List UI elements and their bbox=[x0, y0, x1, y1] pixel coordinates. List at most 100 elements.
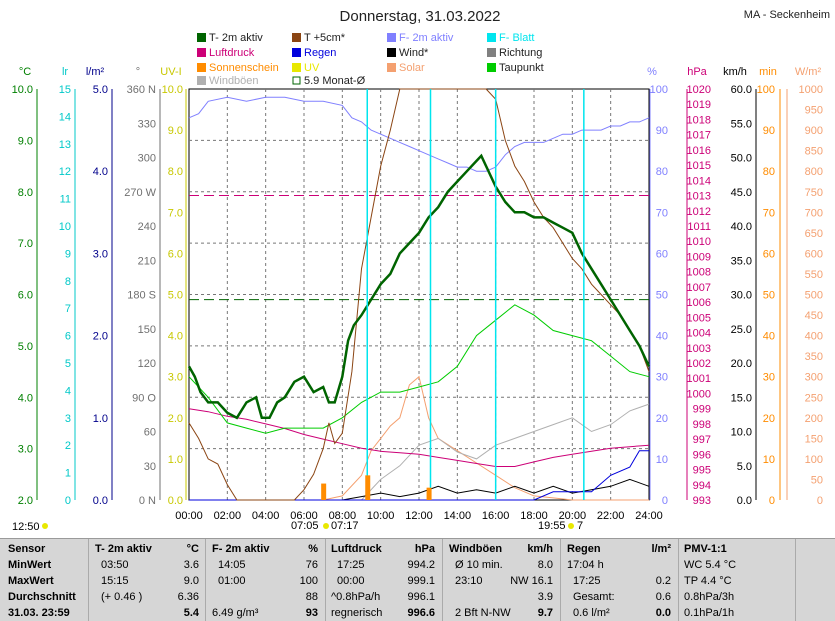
time-tick: 16:00 bbox=[482, 510, 510, 522]
pmv-title: PMV-1:1 bbox=[684, 543, 727, 555]
sensor-row-label: MaxWert bbox=[8, 575, 54, 587]
axis-tick-humidity: 90 bbox=[656, 125, 668, 137]
legend-swatch bbox=[197, 76, 206, 85]
axis-tick-wind: 45.0 bbox=[731, 187, 752, 199]
temp-column: T- 2m aktiv °C 03:50 3.6 15:15 9.0 (+ 0.46 … bbox=[95, 541, 199, 621]
axis-tick-wind: 30.0 bbox=[731, 290, 752, 302]
axis-tick-direction: 30 bbox=[144, 461, 156, 473]
rain-max-value: 0.2 bbox=[655, 575, 671, 587]
axis-tick-rain: 2.0 bbox=[93, 331, 108, 343]
axis-tick-pressure: 993 bbox=[693, 495, 711, 507]
axis-tick-pressure: 1020 bbox=[687, 84, 711, 96]
sunrise-label-2: 07:17 bbox=[331, 520, 359, 532]
axis-tick-pressure: 1015 bbox=[687, 160, 711, 172]
axis-unit-rain: l/m² bbox=[86, 66, 105, 78]
rain-duration: 17:04 h bbox=[567, 559, 604, 571]
axis-tick-solar: 0 bbox=[817, 495, 823, 507]
axis-tick-uv: 9.0 bbox=[168, 125, 183, 137]
axis-tick-uv: 0.0 bbox=[168, 495, 183, 507]
axis-tick-rain: 4.0 bbox=[93, 166, 108, 178]
axis-tick-wind: 20.0 bbox=[731, 358, 752, 370]
series-line bbox=[188, 88, 650, 501]
axis-tick-pressure: 1014 bbox=[687, 175, 711, 187]
axis-tick-humidity: 60 bbox=[656, 248, 668, 260]
time-tick: 12:00 bbox=[405, 510, 433, 522]
axis-tick-direction: 120 bbox=[138, 358, 156, 370]
date-title: Donnerstag, 31.03.2022 bbox=[340, 8, 501, 25]
axis-tick-pressure: 1016 bbox=[687, 145, 711, 157]
axis-tick-wind: 10.0 bbox=[731, 427, 752, 439]
legend-swatch bbox=[387, 63, 396, 72]
axis-tick-pressure: 1018 bbox=[687, 114, 711, 126]
time-tick: 20:00 bbox=[559, 510, 587, 522]
rain-title: Regen bbox=[567, 543, 601, 555]
temp-avg-value: 6.36 bbox=[177, 591, 199, 603]
axis-tick-solar: 450 bbox=[805, 310, 823, 322]
gusts-column: Windböen km/h Ø 10 min. 8.0 23:10 NW 16.1 3… bbox=[449, 541, 553, 621]
sunrise-icon bbox=[323, 523, 329, 529]
legend-label: Solar bbox=[399, 62, 425, 74]
gusts-unit: km/h bbox=[527, 543, 553, 555]
legend-label: Luftdruck bbox=[209, 47, 255, 59]
axis-tick-solar: 200 bbox=[805, 413, 823, 425]
pressure-avg-value: 996.1 bbox=[407, 591, 435, 603]
axis-tick-rain: 3.0 bbox=[93, 248, 108, 260]
axis-unit-lux: lr bbox=[62, 66, 68, 78]
axes: °C10.09.08.07.06.05.04.03.02.0lr15141312… bbox=[12, 66, 823, 507]
axis-tick-pressure: 1012 bbox=[687, 206, 711, 218]
axis-tick-pressure: 995 bbox=[693, 465, 711, 477]
axis-tick-humidity: 40 bbox=[656, 331, 668, 343]
axis-tick-solar: 950 bbox=[805, 105, 823, 117]
axis-tick-direction: 150 bbox=[138, 324, 156, 336]
axis-tick-pressure: 998 bbox=[693, 419, 711, 431]
humidity-max-time: 01:00 bbox=[218, 575, 246, 587]
gusts-current-value: 9.7 bbox=[537, 607, 553, 619]
sunshine-bar bbox=[321, 483, 327, 500]
legend-label: UV bbox=[304, 62, 320, 74]
axis-tick-uv: 1.0 bbox=[168, 454, 183, 466]
axis-tick-rain: 0.0 bbox=[93, 495, 108, 507]
pressure-forecast: regnerisch bbox=[331, 607, 383, 619]
temp-avg-note: (+ 0.46 ) bbox=[101, 591, 143, 603]
axis-tick-uv: 6.0 bbox=[168, 248, 183, 260]
axis-tick-uv: 8.0 bbox=[168, 166, 183, 178]
pmv-row: TP 4.4 °C bbox=[684, 575, 732, 587]
axis-tick-humidity: 30 bbox=[656, 372, 668, 384]
axis-tick-pressure: 996 bbox=[693, 449, 711, 461]
current-time-label: 12:50 bbox=[12, 521, 40, 533]
axis-tick-direction: 210 bbox=[138, 255, 156, 267]
axis-tick-solar: 300 bbox=[805, 372, 823, 384]
humidity-title: F- 2m aktiv bbox=[212, 543, 270, 555]
axis-tick-rain: 5.0 bbox=[93, 84, 108, 96]
axis-tick-direction: 90 O bbox=[132, 392, 156, 404]
axis-tick-pressure: 1017 bbox=[687, 130, 711, 142]
axis-tick-wind: 15.0 bbox=[731, 392, 752, 404]
axis-tick-wind: 55.0 bbox=[731, 118, 752, 130]
axis-tick-humidity: 70 bbox=[656, 207, 668, 219]
axis-tick-pressure: 1006 bbox=[687, 297, 711, 309]
axis-tick-solar: 700 bbox=[805, 207, 823, 219]
sensor-row-label: Durchschnitt bbox=[8, 591, 76, 603]
axis-tick-wind: 35.0 bbox=[731, 255, 752, 267]
axis-tick-solar: 250 bbox=[805, 392, 823, 404]
axis-tick-humidity: 100 bbox=[650, 84, 668, 96]
legend-label: F- 2m aktiv bbox=[399, 32, 454, 44]
temp-min-value: 3.6 bbox=[183, 559, 199, 571]
axis-tick-sunmin: 80 bbox=[763, 166, 775, 178]
axis-tick-lux: 6 bbox=[65, 331, 71, 343]
axis-tick-temp: 6.0 bbox=[18, 290, 33, 302]
axis-tick-pressure: 1000 bbox=[687, 388, 711, 400]
axis-tick-pressure: 1004 bbox=[687, 328, 711, 340]
axis-tick-wind: 40.0 bbox=[731, 221, 752, 233]
axis-tick-pressure: 1008 bbox=[687, 267, 711, 279]
sensor-title: Sensor bbox=[8, 543, 46, 555]
axis-tick-lux: 0 bbox=[65, 495, 71, 507]
pressure-min-value: 994.2 bbox=[407, 559, 435, 571]
legend-swatch bbox=[387, 33, 396, 42]
legend: T- 2m aktiv T +5cm* F- 2m aktiv F- Blatt Luf… bbox=[197, 32, 544, 87]
axis-tick-temp: 7.0 bbox=[18, 238, 33, 250]
axis-tick-solar: 750 bbox=[805, 187, 823, 199]
humidity-avg-value: 88 bbox=[305, 591, 318, 603]
axis-tick-humidity: 10 bbox=[656, 454, 668, 466]
axis-unit-wind: km/h bbox=[723, 66, 747, 78]
